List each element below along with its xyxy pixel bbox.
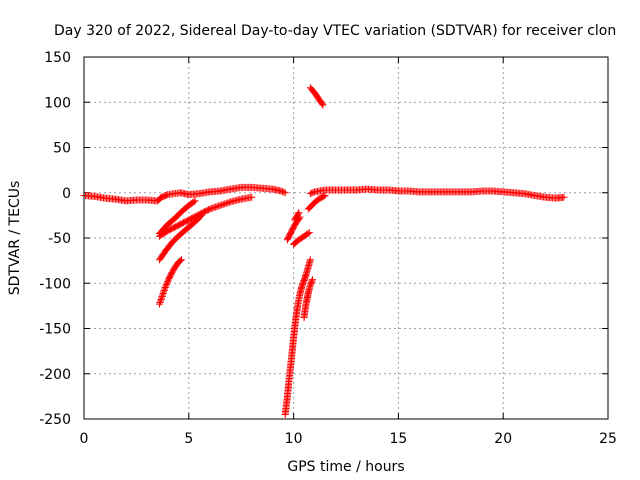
- data-point: [210, 203, 218, 211]
- data-point: [318, 100, 326, 108]
- series-arc-b: [155, 211, 205, 264]
- series-dip-left: [281, 256, 314, 418]
- data-point: [224, 199, 232, 207]
- series-arc-c: [155, 197, 199, 237]
- data-point: [156, 299, 164, 307]
- data-point: [319, 101, 327, 109]
- data-point: [206, 205, 214, 213]
- data-point: [190, 198, 198, 206]
- data-point: [161, 285, 169, 293]
- data-point: [305, 229, 313, 237]
- data-point: [295, 209, 303, 217]
- data-point: [191, 197, 199, 205]
- data-point: [158, 293, 166, 301]
- data-point: [294, 210, 302, 218]
- data-point: [161, 283, 169, 291]
- tick-label-layer: 0 5 10 15 20 25 -250 -200 -150 -100 -50 0 50 100 150: [39, 50, 617, 447]
- data-point: [308, 276, 316, 284]
- data-point: [162, 282, 170, 290]
- series-dip-short-c: [304, 191, 329, 213]
- y-tick-label: 150: [44, 50, 71, 66]
- data-point: [281, 189, 289, 197]
- data-point: [225, 198, 233, 206]
- data-point: [221, 200, 229, 208]
- data-point: [320, 192, 328, 200]
- x-tick-label: 25: [599, 431, 617, 447]
- series-layer: [80, 84, 568, 418]
- data-point: [216, 201, 224, 209]
- data-point: [560, 193, 568, 201]
- data-point: [177, 256, 185, 264]
- plot-frame: [83, 56, 609, 420]
- x-tick-label: 15: [389, 431, 407, 447]
- chart-title: Day 320 of 2022, Sidereal Day-to-day VTE…: [54, 23, 616, 39]
- data-point: [248, 193, 256, 201]
- y-tick-label: 100: [44, 95, 71, 111]
- data-point: [218, 201, 226, 209]
- data-point: [213, 202, 221, 210]
- data-point: [222, 199, 230, 207]
- y-axis-title: SDTVAR / TECUs: [7, 181, 23, 296]
- data-point: [160, 288, 168, 296]
- series-dip-right: [300, 276, 316, 322]
- data-point: [304, 229, 312, 237]
- data-point: [309, 188, 317, 196]
- data-point: [197, 211, 205, 219]
- data-point: [212, 203, 220, 211]
- data-point: [196, 213, 204, 221]
- data-point: [162, 281, 170, 289]
- data-point: [160, 286, 168, 294]
- x-tick-label: 10: [285, 431, 303, 447]
- data-point: [219, 200, 227, 208]
- data-point: [308, 277, 316, 285]
- data-point: [215, 202, 223, 210]
- data-point: [176, 257, 184, 265]
- y-tick-label: 50: [53, 141, 71, 157]
- y-tick-label: -200: [39, 367, 71, 383]
- data-point: [280, 188, 288, 196]
- series-main-near-zero: [80, 183, 289, 205]
- data-point: [159, 290, 167, 298]
- y-tick-label: -100: [39, 276, 71, 292]
- data-point: [306, 256, 314, 264]
- data-point: [158, 294, 166, 302]
- data-point: [157, 296, 165, 304]
- series-upper-arc: [306, 84, 327, 109]
- data-point: [321, 191, 329, 199]
- series-dip-short-b: [290, 229, 313, 248]
- x-tick-label: 5: [184, 431, 193, 447]
- series-main-after-gap: [306, 185, 568, 202]
- series-arc-d: [155, 256, 185, 308]
- y-tick-label: -150: [39, 322, 71, 338]
- y-tick-label: -250: [39, 412, 71, 428]
- data-point: [209, 204, 217, 212]
- grid-layer: [84, 57, 608, 419]
- series-dip-short-d: [291, 209, 303, 224]
- data-point: [207, 205, 215, 213]
- y-tick-label: -50: [48, 231, 71, 247]
- x-axis-title: GPS time / hours: [287, 459, 404, 475]
- y-tick-label: 0: [62, 186, 71, 202]
- data-point: [164, 278, 172, 286]
- data-point: [155, 300, 163, 308]
- data-point: [159, 291, 167, 299]
- data-point: [157, 297, 165, 305]
- x-tick-label: 0: [80, 431, 89, 447]
- data-point: [163, 279, 171, 287]
- x-tick-label: 20: [494, 431, 512, 447]
- series-arc-a: [155, 193, 256, 240]
